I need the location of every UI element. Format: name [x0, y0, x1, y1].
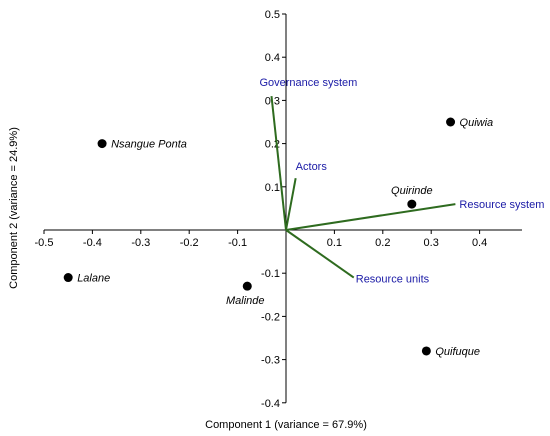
vector-label: Actors: [296, 161, 328, 173]
point-label: Nsangue Ponta: [111, 139, 187, 151]
y-tick-label: 0.5: [265, 9, 280, 21]
x-tick-label: -0.3: [131, 237, 150, 249]
data-point: [407, 199, 417, 209]
data-point: [242, 281, 252, 291]
point-label: Malinde: [226, 295, 265, 307]
loading-vector: [285, 203, 456, 231]
y-tick-label: -0.1: [261, 268, 280, 280]
y-tick-label: 0.4: [265, 52, 280, 64]
x-tick-label: 0.3: [424, 237, 439, 249]
loading-vector: [285, 229, 355, 279]
vector-label: Resource system: [459, 199, 544, 211]
point-label: Lalane: [77, 273, 110, 285]
data-point: [97, 139, 107, 149]
point-label: Quirinde: [391, 185, 433, 197]
y-tick-label: -0.4: [261, 398, 280, 410]
vector-label: Governance system: [259, 77, 357, 89]
x-tick-label: 0.2: [375, 237, 390, 249]
loading-vector: [285, 177, 297, 231]
data-point: [63, 273, 73, 283]
data-point: [421, 346, 431, 356]
y-tick-label: 0.1: [265, 182, 280, 194]
y-tick-label: -0.2: [261, 311, 280, 323]
x-tick-label: 0.4: [472, 237, 487, 249]
x-tick-label: -0.2: [180, 237, 199, 249]
point-label: Quifuque: [435, 346, 480, 358]
x-tick-label: -0.5: [35, 237, 54, 249]
y-axis-title: Component 2 (variance = 24.9%): [8, 127, 20, 289]
x-axis-title: Component 1 (variance = 67.9%): [205, 419, 367, 431]
y-tick-label: -0.3: [261, 355, 280, 367]
x-tick-label: -0.1: [228, 237, 247, 249]
data-point: [446, 117, 456, 127]
x-tick-label: -0.4: [83, 237, 102, 249]
loading-vector: [270, 95, 287, 231]
x-tick-label: 0.1: [327, 237, 342, 249]
point-label: Quiwia: [460, 117, 494, 129]
vector-label: Resource units: [356, 274, 430, 286]
